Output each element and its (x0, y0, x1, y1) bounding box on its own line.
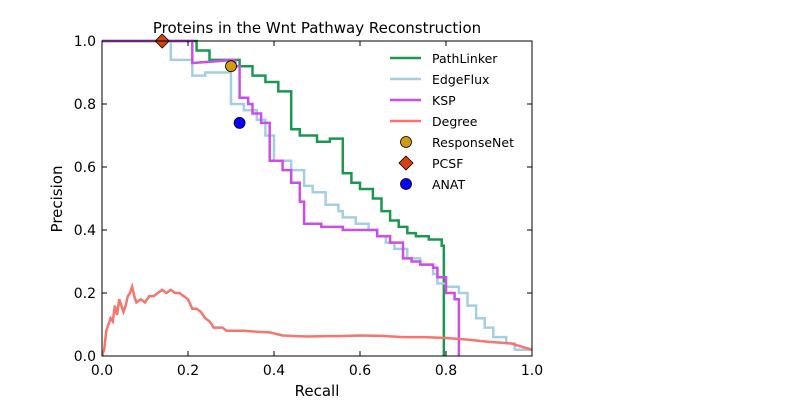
legend-label-ksp: KSP (432, 93, 456, 108)
x-tick-label: 0.0 (91, 363, 113, 379)
x-tick-label: 0.6 (349, 363, 371, 379)
axes-frame (101, 40, 533, 357)
series-line-ksp (102, 39, 461, 356)
point-marker-anat (233, 117, 246, 129)
y-tick-label: 0.8 (74, 97, 96, 113)
legend-symbol-anat (400, 178, 412, 190)
x-tick-label: 1.0 (521, 363, 543, 379)
y-tick-label: 0.4 (74, 223, 96, 239)
y-tick-label: 1.0 (74, 34, 96, 50)
legend-label-degree: Degree (432, 114, 478, 129)
point-marker-responsenet (225, 60, 237, 73)
series-line-edgeflux (102, 39, 532, 351)
legend-label-edgeflux: EdgeFlux (432, 72, 489, 87)
legend-label-pathlinker: PathLinker (432, 51, 498, 66)
legend-label-anat: ANAT (432, 177, 465, 192)
legend-symbol-responsenet (400, 136, 412, 148)
plot-area (102, 39, 533, 357)
y-tick-label: 0.0 (74, 349, 96, 365)
y-tick-label: 0.6 (74, 160, 96, 176)
x-axis-title: Recall (295, 382, 340, 400)
legend-symbol-pcsf (398, 155, 414, 171)
legend-label-responsenet: ResponseNet (432, 135, 514, 150)
x-tick-label: 0.4 (263, 363, 285, 379)
legend-label-pcsf: PCSF (432, 156, 463, 171)
axis-ticks: 0.0 0.2 0.4 0.6 0.8 1.0 0.0 0.2 0.4 0.6 0.8 1.0 (74, 34, 543, 379)
legend: PathLinker EdgeFlux KSP Degree ResponseNet PC… (390, 51, 514, 192)
x-tick-label: 0.8 (435, 363, 457, 379)
chart-title: Proteins in the Wnt Pathway Reconstructi… (153, 19, 481, 37)
x-tick-label: 0.2 (177, 363, 199, 379)
y-tick-label: 0.2 (74, 286, 96, 302)
series-line-degree (102, 282, 533, 357)
y-axis-title: Precision (48, 166, 66, 233)
series-line-pathlinker (102, 39, 446, 356)
